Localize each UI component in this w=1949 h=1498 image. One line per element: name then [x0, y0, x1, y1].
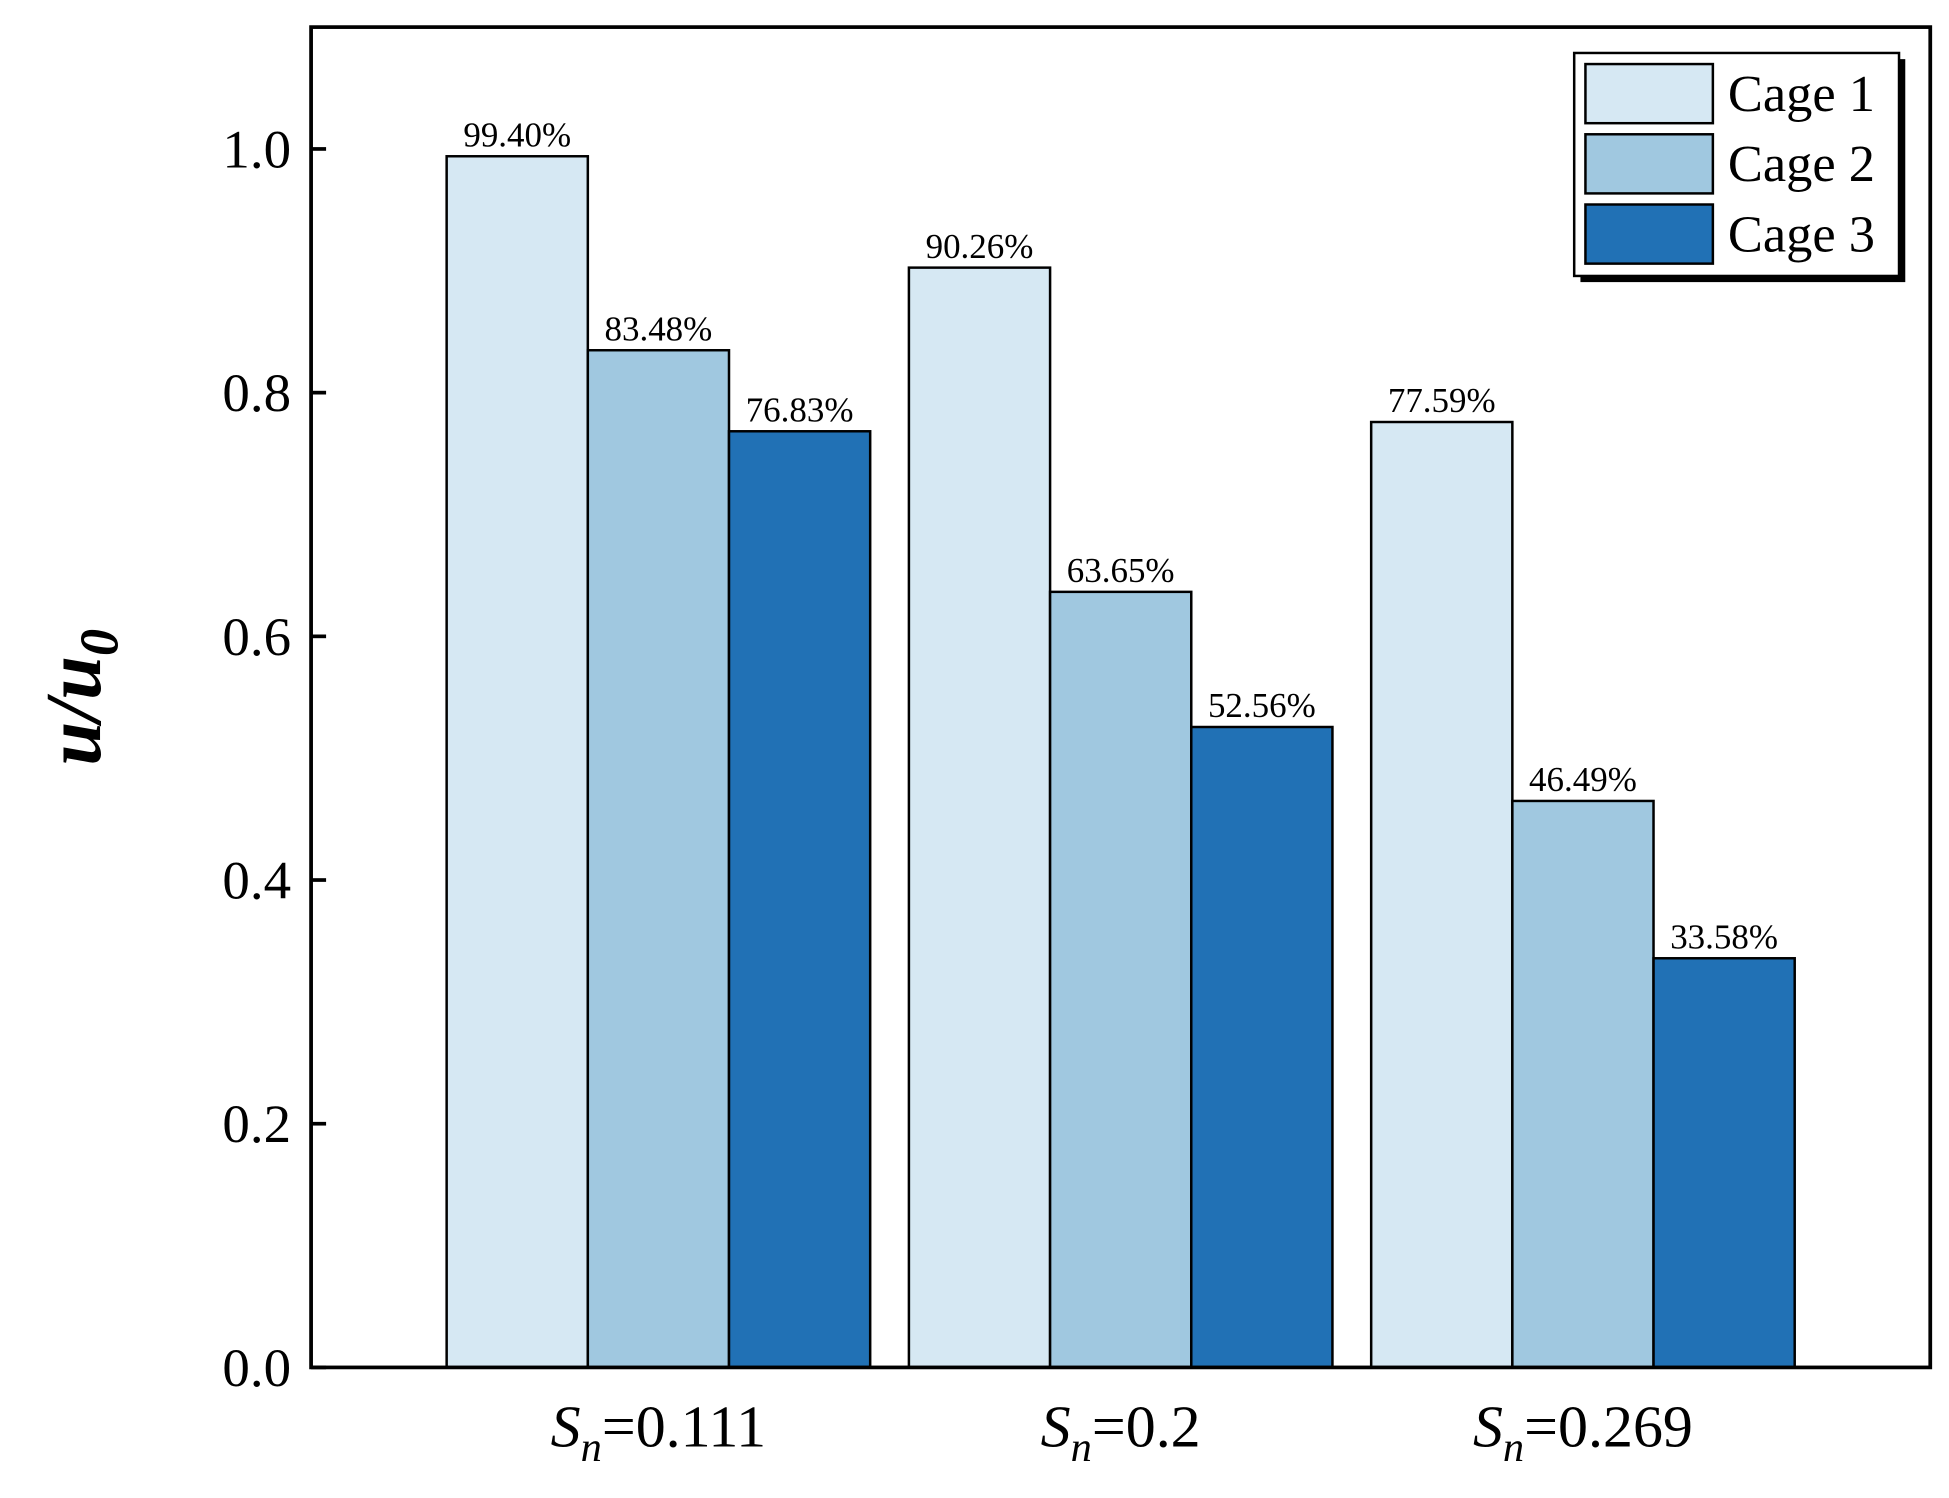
x-tick-label: Sn=0.269: [1473, 1394, 1693, 1471]
x-tick-label: Sn=0.111: [551, 1394, 767, 1471]
x-tick-label: Sn=0.2: [1041, 1394, 1201, 1471]
y-tick-label: 0.8: [222, 362, 291, 423]
value-label: 76.83%: [746, 391, 854, 430]
bar: [1511, 799, 1655, 1369]
legend-label: Cage 2: [1728, 136, 1875, 193]
value-label: 46.49%: [1529, 760, 1637, 799]
value-label: 83.48%: [605, 310, 713, 349]
legend-swatch: [1584, 62, 1715, 125]
bar: [727, 430, 872, 1369]
y-tick-label: 0.2: [222, 1094, 291, 1155]
value-label: 90.26%: [926, 227, 1034, 266]
plot-frame: [309, 25, 1933, 1370]
value-label: 33.58%: [1670, 918, 1778, 957]
y-tick-label: 0.0: [222, 1337, 291, 1398]
bar: [445, 155, 590, 1369]
bar: [1190, 725, 1334, 1369]
value-label: 52.56%: [1208, 686, 1316, 725]
legend-swatch: [1584, 203, 1715, 265]
bar: [1652, 957, 1796, 1369]
bar: [586, 349, 731, 1369]
value-label: 99.40%: [463, 116, 571, 155]
y-tick-label: 0.4: [222, 850, 291, 911]
bar: [907, 266, 1052, 1369]
value-label: 63.65%: [1067, 551, 1175, 590]
y-tick-label: 0.6: [222, 606, 291, 667]
y-tick-label: 1.0: [222, 119, 291, 180]
legend-label: Cage 1: [1728, 66, 1875, 123]
y-axis-label: u/u0: [29, 629, 129, 766]
bar: [1048, 590, 1193, 1369]
bar: [1369, 420, 1514, 1369]
value-label: 77.59%: [1388, 381, 1496, 420]
legend-label: Cage 3: [1728, 207, 1875, 264]
legend-swatch: [1584, 133, 1715, 195]
